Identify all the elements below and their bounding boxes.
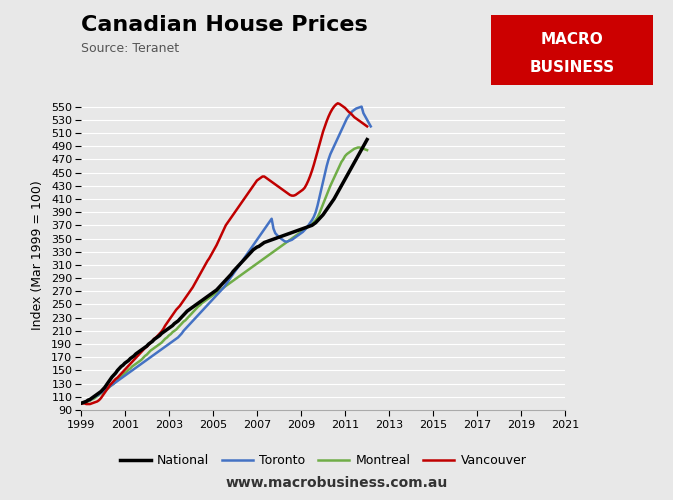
Text: Canadian House Prices: Canadian House Prices	[81, 15, 367, 35]
Text: BUSINESS: BUSINESS	[530, 60, 614, 75]
Text: Source: Teranet: Source: Teranet	[81, 42, 179, 55]
Text: MACRO: MACRO	[540, 32, 604, 47]
Y-axis label: Index (Mar 1999 = 100): Index (Mar 1999 = 100)	[31, 180, 44, 330]
Legend: National, Toronto, Montreal, Vancouver: National, Toronto, Montreal, Vancouver	[114, 449, 532, 472]
Text: www.macrobusiness.com.au: www.macrobusiness.com.au	[225, 476, 448, 490]
